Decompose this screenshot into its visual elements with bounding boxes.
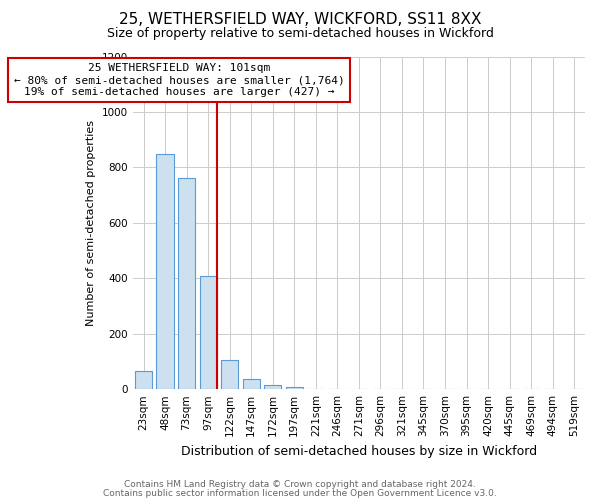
X-axis label: Distribution of semi-detached houses by size in Wickford: Distribution of semi-detached houses by … [181,444,537,458]
Text: 25, WETHERSFIELD WAY, WICKFORD, SS11 8XX: 25, WETHERSFIELD WAY, WICKFORD, SS11 8XX [119,12,481,28]
Y-axis label: Number of semi-detached properties: Number of semi-detached properties [86,120,96,326]
Bar [135,371,152,389]
Bar [157,154,173,389]
Text: 25 WETHERSFIELD WAY: 101sqm
← 80% of semi-detached houses are smaller (1,764)
19: 25 WETHERSFIELD WAY: 101sqm ← 80% of sem… [14,64,344,96]
Text: Contains public sector information licensed under the Open Government Licence v3: Contains public sector information licen… [103,489,497,498]
Bar [264,385,281,389]
Bar [200,276,217,389]
Bar [221,360,238,389]
Bar [286,387,303,389]
Bar [242,380,260,389]
Text: Contains HM Land Registry data © Crown copyright and database right 2024.: Contains HM Land Registry data © Crown c… [124,480,476,489]
Text: Size of property relative to semi-detached houses in Wickford: Size of property relative to semi-detach… [107,28,493,40]
Bar [178,178,195,389]
